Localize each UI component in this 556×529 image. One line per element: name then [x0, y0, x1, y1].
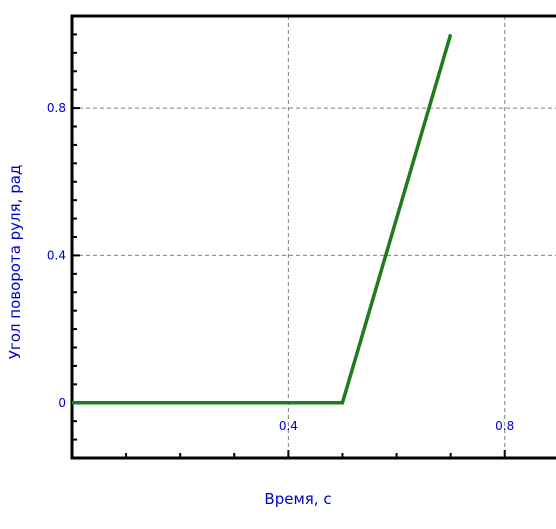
x-tick-label: 0.8: [495, 419, 514, 433]
series: [72, 33, 453, 405]
grid: [72, 16, 556, 458]
axes: [70, 14, 556, 460]
x-axis-title: Время, с: [264, 490, 331, 508]
x-tick-label: 0.4: [279, 419, 298, 433]
labels: 0 0.4 0.8 0.4 0.8: [47, 101, 514, 433]
plot-frame: [70, 14, 556, 460]
y-tick-label: 0: [58, 396, 66, 410]
y-tick-label: 0.4: [47, 248, 66, 262]
series-line: [72, 33, 453, 405]
y-tick-label: 0.8: [47, 101, 66, 115]
y-axis-title: Угол поворота руля, рад: [6, 165, 24, 360]
